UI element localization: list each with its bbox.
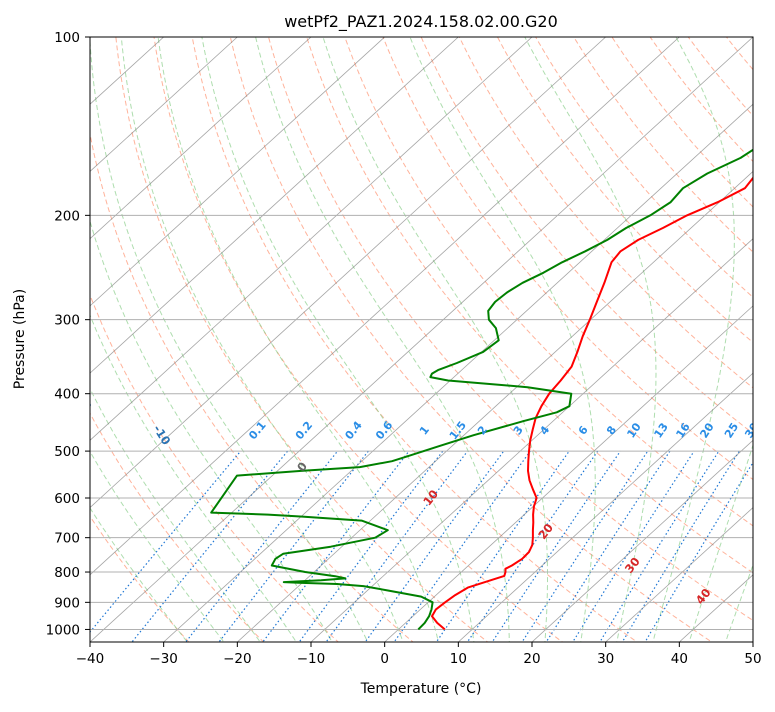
- x-axis-title: Temperature (°C): [360, 681, 482, 697]
- x-tick-label: 50: [744, 651, 761, 667]
- y-tick-label: 400: [54, 387, 80, 403]
- x-tick-label: 10: [450, 651, 467, 667]
- x-tick-label: 0: [380, 651, 389, 667]
- x-tick-label: −40: [76, 651, 105, 667]
- y-tick-label: 800: [54, 565, 80, 581]
- y-tick-label: 300: [54, 313, 80, 329]
- y-tick-label: 1000: [46, 622, 80, 638]
- y-axis-title: Pressure (hPa): [12, 289, 28, 389]
- y-tick-label: 600: [54, 491, 80, 507]
- y-tick-label: 500: [54, 444, 80, 460]
- x-tick-label: −30: [149, 651, 178, 667]
- y-tick-label: 900: [54, 595, 80, 611]
- x-tick-label: 30: [597, 651, 614, 667]
- x-tick-label: 40: [671, 651, 688, 667]
- x-tick-label: 20: [523, 651, 540, 667]
- x-tick-label: −10: [297, 651, 326, 667]
- y-tick-label: 700: [54, 531, 80, 547]
- chart-title: wetPf2_PAZ1.2024.158.02.00.G20: [284, 12, 558, 32]
- x-tick-label: −20: [223, 651, 252, 667]
- y-tick-label: 100: [54, 30, 80, 46]
- y-tick-label: 200: [54, 208, 80, 224]
